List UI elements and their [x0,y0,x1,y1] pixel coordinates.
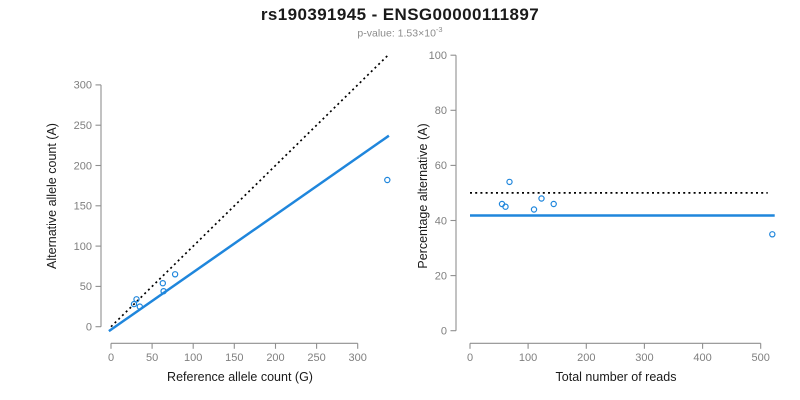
x-tick-label: 200 [577,352,595,364]
y-tick-label: 50 [80,281,92,293]
y-tick-label: 150 [74,201,92,213]
y-tick-label: 40 [435,215,447,227]
x-tick-label: 300 [349,352,367,364]
data-point [130,300,138,308]
identity-line [110,55,388,328]
data-point [133,296,140,303]
x-tick-label: 250 [307,352,325,364]
right-yaxis-label: Percentage alternative (A) [416,123,430,269]
data-point [538,195,545,202]
x-tick-label: 100 [519,352,537,364]
data-point [502,203,509,210]
x-tick-label: 50 [146,352,158,364]
regression-line [108,134,390,333]
data-point [769,231,776,238]
right-xaxis-label: Total number of reads [555,370,677,384]
x-tick-label: 150 [225,352,243,364]
x-tick-label: 500 [752,352,770,364]
data-point [159,280,166,287]
data-point [171,271,179,278]
p-value-exponent: -3 [435,25,443,34]
y-tick-label: 60 [435,160,447,172]
y-tick-label: 100 [74,241,92,253]
y-tick-label: 0 [86,322,92,334]
figure-subtitle: p-value: 1.53×10-3 [0,25,800,40]
left-yaxis-label: Alternative allele count (A) [45,123,59,269]
figure-title: rs190391945 - ENSG00000111897 [260,5,540,24]
x-tick-label: 100 [184,352,202,364]
data-point [136,303,143,310]
y-tick-label: 0 [441,326,447,338]
y-tick-label: 200 [74,160,92,172]
x-tick-label: 300 [635,352,653,364]
y-tick-label: 300 [74,80,92,92]
p-value-text: p-value: 1.53×10 [357,27,436,40]
data-point [550,200,557,208]
left-xaxis-label: Reference allele count (G) [167,370,313,384]
y-tick-label: 20 [435,270,447,282]
data-point [506,178,513,186]
x-tick-label: 200 [266,352,284,364]
x-tick-label: 400 [693,352,711,364]
y-tick-label: 80 [435,105,447,117]
y-tick-label: 250 [74,120,92,132]
x-tick-label: 0 [467,352,473,364]
data-point [530,206,538,213]
y-tick-label: 100 [429,50,447,62]
data-point [384,176,391,184]
x-tick-label: 0 [108,352,114,364]
data-point [160,288,167,295]
